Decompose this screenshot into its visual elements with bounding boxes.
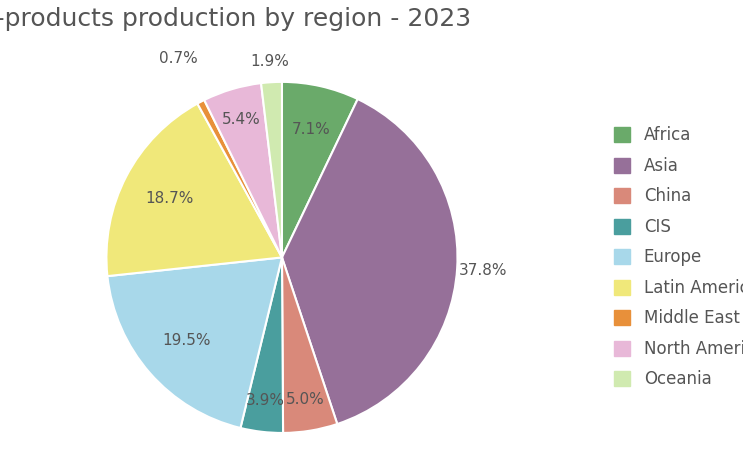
Title: By-products production by region - 2023: By-products production by region - 2023: [0, 7, 472, 31]
Wedge shape: [204, 83, 282, 257]
Text: 5.0%: 5.0%: [286, 392, 325, 407]
Text: 37.8%: 37.8%: [459, 263, 507, 277]
Text: 7.1%: 7.1%: [292, 122, 331, 136]
Text: 1.9%: 1.9%: [251, 54, 290, 69]
Text: 18.7%: 18.7%: [146, 191, 194, 207]
Wedge shape: [241, 257, 283, 433]
Text: 0.7%: 0.7%: [159, 51, 198, 66]
Legend: Africa, Asia, China, CIS, Europe, Latin America, Middle East, North America, Oce: Africa, Asia, China, CIS, Europe, Latin …: [607, 120, 743, 395]
Wedge shape: [198, 100, 282, 257]
Wedge shape: [106, 104, 282, 276]
Text: 5.4%: 5.4%: [221, 112, 260, 127]
Text: 3.9%: 3.9%: [246, 393, 285, 408]
Wedge shape: [282, 82, 357, 257]
Wedge shape: [282, 257, 337, 433]
Wedge shape: [261, 82, 282, 257]
Wedge shape: [108, 257, 282, 428]
Wedge shape: [282, 99, 458, 424]
Text: 19.5%: 19.5%: [163, 333, 211, 348]
